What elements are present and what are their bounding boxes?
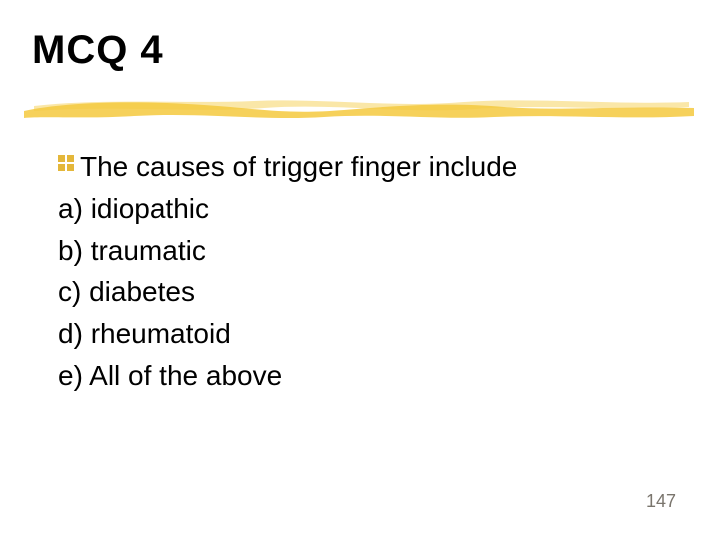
question-row: The causes of trigger finger include	[58, 148, 658, 186]
option-row: b) traumatic	[58, 232, 658, 270]
title-block: MCQ 4	[32, 28, 672, 73]
content-block: The causes of trigger finger include a) …	[58, 148, 658, 399]
option-e: e) All of the above	[58, 360, 282, 391]
slide: MCQ 4 The causes of trigger finger inclu…	[0, 0, 720, 540]
page-number: 147	[646, 491, 676, 512]
slide-title: MCQ 4	[32, 28, 672, 73]
option-a: a) idiopathic	[58, 193, 209, 224]
option-b: b) traumatic	[58, 235, 206, 266]
option-row: c) diabetes	[58, 273, 658, 311]
option-row: e) All of the above	[58, 357, 658, 395]
bullet-icon	[58, 155, 74, 176]
option-row: d) rheumatoid	[58, 315, 658, 353]
option-c: c) diabetes	[58, 276, 195, 307]
question-text: The causes of trigger finger include	[80, 148, 517, 186]
title-underline	[24, 96, 694, 122]
option-row: a) idiopathic	[58, 190, 658, 228]
option-d: d) rheumatoid	[58, 318, 231, 349]
